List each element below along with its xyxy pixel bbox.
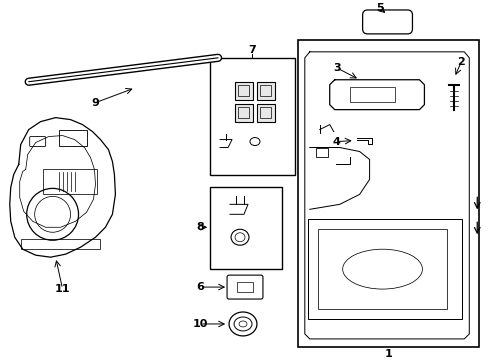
Text: 4: 4 [332, 136, 340, 147]
Text: 3: 3 [332, 63, 340, 73]
Bar [20, 239, 100, 249]
Bar [238, 85, 248, 96]
Bar [210, 188, 281, 269]
Bar [235, 104, 252, 122]
Bar [210, 58, 294, 175]
Bar [235, 82, 252, 100]
Text: 8: 8 [196, 222, 203, 232]
Text: 10: 10 [192, 319, 207, 329]
Bar [315, 148, 327, 157]
Bar [256, 82, 274, 100]
Bar [42, 170, 97, 194]
Bar [297, 40, 478, 347]
Text: 7: 7 [247, 45, 255, 55]
Bar [260, 107, 270, 118]
Bar [349, 87, 394, 102]
Bar [238, 107, 248, 118]
Bar [307, 219, 461, 319]
Text: 1: 1 [384, 349, 391, 359]
Text: 5: 5 [375, 3, 383, 13]
Bar [256, 104, 274, 122]
Text: 9: 9 [91, 98, 99, 108]
Bar [260, 85, 270, 96]
Bar [317, 229, 447, 309]
Bar [59, 130, 86, 145]
Text: 6: 6 [196, 282, 203, 292]
Text: 11: 11 [55, 284, 70, 294]
Text: 2: 2 [456, 57, 464, 67]
Bar [237, 282, 252, 292]
